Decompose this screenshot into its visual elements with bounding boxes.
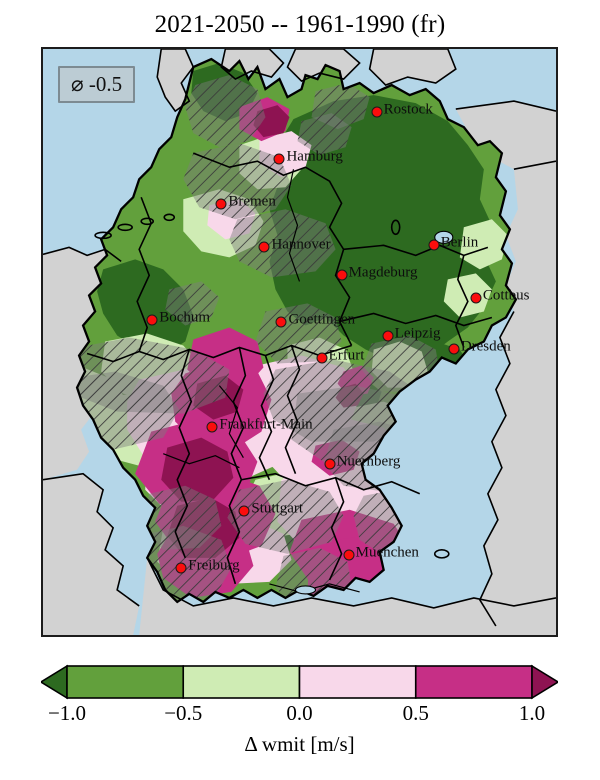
city-label-bremen: Bremen: [228, 193, 276, 210]
city-marker-nuernberg[interactable]: [324, 458, 336, 470]
colorbar-tick-1: −0.5: [164, 701, 203, 725]
city-marker-rostock[interactable]: [371, 106, 383, 118]
city-marker-dresden[interactable]: [448, 343, 460, 354]
colorbar-swatches[interactable]: [41, 660, 558, 704]
city-label-hannover: Hannover: [271, 236, 331, 253]
city-label-frankfurt-main: Frankfurt-Main: [219, 416, 313, 433]
colorbar-band-0[interactable]: [66, 665, 185, 699]
city-marker-magdeburg[interactable]: [336, 269, 348, 281]
city-marker-hannover[interactable]: [258, 241, 270, 253]
city-marker-cottbus[interactable]: [470, 292, 482, 304]
city-label-stuttgart: Stuttgart: [251, 500, 304, 517]
city-label-dresden: Dresden: [460, 338, 511, 354]
city-label-berlin: Berlin: [440, 234, 479, 251]
city-label-magdeburg: Magdeburg: [348, 264, 418, 281]
city-label-freiburg: Freiburg: [188, 557, 240, 574]
city-marker-berlin[interactable]: [428, 239, 440, 251]
city-marker-bremen[interactable]: [215, 198, 227, 210]
city-marker-goettingen[interactable]: [275, 316, 287, 328]
city-marker-hamburg[interactable]: [273, 153, 285, 165]
colorbar[interactable]: −1.0 −0.5 0.0 0.5 1.0 Δ wmit [m/s]: [41, 660, 558, 770]
colorbar-tick-4: 1.0: [518, 701, 546, 725]
city-marker-freiburg[interactable]: [175, 562, 187, 574]
city-marker-bochum[interactable]: [146, 314, 158, 326]
city-marker-stuttgart[interactable]: [238, 505, 250, 517]
city-label-cottbus: Cottbus: [482, 287, 530, 304]
colorbar-tick-2: 0.0: [286, 701, 313, 725]
city-marker-muenchen[interactable]: [343, 549, 355, 561]
colorbar-extend-low: [41, 664, 68, 700]
colorbar-tick-0: −1.0: [47, 701, 87, 725]
colorbar-extend-high: [531, 664, 558, 700]
map-axes[interactable]: ⌀ -0.5 Rostock Hamburg Bremen Hannover Berli…: [41, 47, 558, 637]
city-label-nuernberg: Nuernberg: [336, 453, 401, 470]
coastlines-and-borders: [43, 49, 556, 627]
domain-mean-badge: ⌀ -0.5: [58, 66, 136, 103]
city-marker-erfurt[interactable]: [316, 352, 328, 364]
lake-bodensee: [294, 585, 317, 595]
city-label-goettingen: Goettingen: [288, 311, 356, 328]
city-label-erfurt: Erfurt: [328, 347, 365, 364]
city-label-leipzig: Leipzig: [394, 325, 441, 342]
colorbar-band-1[interactable]: [182, 665, 301, 699]
city-label-hamburg: Hamburg: [286, 148, 343, 165]
page-title: 2021-2050 -- 1961-1990 (fr): [154, 11, 446, 38]
city-label-rostock: Rostock: [383, 101, 433, 118]
outside-domain-landmass: [43, 49, 556, 635]
city-marker-leipzig[interactable]: [382, 330, 394, 342]
city-marker-frankfurt-main[interactable]: [206, 421, 218, 433]
colorbar-band-3[interactable]: [414, 665, 533, 699]
lake-szczecin: [434, 230, 454, 244]
city-label-muenchen: Muenchen: [355, 544, 419, 561]
climate-anomaly-map: [43, 49, 556, 635]
colorbar-axis-label: Δ wmit [m/s]: [244, 732, 355, 756]
colorbar-tick-3: 0.5: [402, 701, 429, 725]
colorbar-band-2[interactable]: [298, 665, 417, 699]
city-label-bochum: Bochum: [159, 309, 211, 326]
